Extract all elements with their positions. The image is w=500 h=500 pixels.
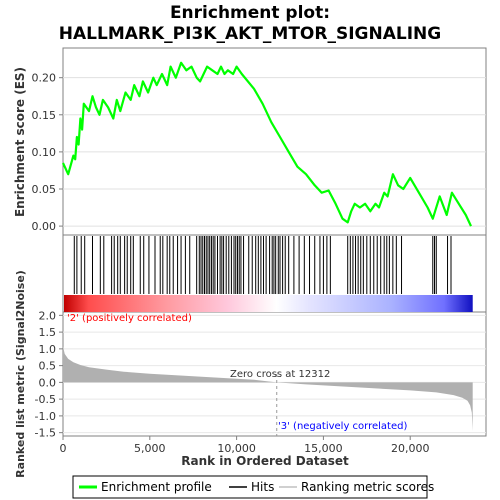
metric-x-tick-label: 15,000: [304, 442, 343, 455]
plot-title-line1: Enrichment plot:: [170, 3, 330, 23]
metric-tick-label: 2.0: [39, 309, 57, 322]
rank-heatmap-bar: [64, 295, 473, 312]
metric-x-axis-title: Rank in Ordered Dataset: [181, 454, 349, 468]
es-tick-label: 0.05: [32, 183, 57, 196]
enrichment-profile-line: [62, 61, 472, 227]
zero-cross-label: Zero cross at 12312: [230, 369, 330, 380]
plot-title-line2: HALLMARK_PI3K_AKT_MTOR_SIGNALING: [59, 24, 441, 44]
metric-y-axis-ticks: -1.5 -1.0 -0.5 0.0 0.5 1.0 1.5 2.0: [35, 309, 63, 440]
es-tick-label: 0.00: [32, 220, 57, 233]
metric-tick-label: 1.5: [39, 326, 57, 339]
es-gridlines: [63, 77, 486, 227]
es-tick-label: 0.20: [32, 72, 57, 85]
metric-tick-label: 0.0: [39, 376, 57, 389]
metric-tick-label: 1.0: [39, 343, 57, 356]
es-tick-label: 0.10: [32, 146, 57, 159]
legend-ranking-label: Ranking metric scores: [301, 480, 434, 494]
es-profile-layer: [62, 61, 472, 227]
negative-correlated-label: '3' (negatively correlated): [278, 421, 407, 432]
metric-x-tick-label: 5,000: [134, 442, 166, 455]
legend-hits-label: Hits: [251, 480, 274, 494]
legend-enrichment-label: Enrichment profile: [101, 480, 212, 494]
metric-tick-label: -1.5: [35, 427, 56, 440]
es-tick-label: 0.15: [32, 109, 57, 122]
legend-box: [72, 475, 428, 499]
ranking-metric-area: [63, 346, 473, 431]
metric-x-tick-label: 10,000: [217, 442, 256, 455]
es-y-axis-ticks: 0.00 0.05 0.10 0.15 0.20: [32, 72, 63, 233]
metric-x-axis-ticks: 0 5,000 10,000 15,000 20,000: [60, 436, 430, 455]
metric-x-tick-label: 0: [60, 442, 67, 455]
es-y-axis-title: Enrichment score (ES): [13, 67, 27, 217]
metric-area-layer: [63, 346, 473, 436]
positive-correlated-label: '2' (positively correlated): [67, 313, 192, 324]
metric-tick-label: -1.0: [35, 410, 56, 423]
heatmap-strip: [64, 295, 473, 312]
es-panel-frame: [62, 47, 487, 236]
metric-tick-label: -0.5: [35, 393, 56, 406]
metric-y-axis-title: Ranked list metric (Signal2Noise): [14, 270, 27, 478]
hit-markers: [73, 236, 452, 294]
legend: Enrichment profile Hits Ranking metric s…: [72, 475, 434, 499]
metric-tick-label: 0.5: [39, 360, 57, 373]
metric-x-tick-label: 20,000: [391, 442, 430, 455]
